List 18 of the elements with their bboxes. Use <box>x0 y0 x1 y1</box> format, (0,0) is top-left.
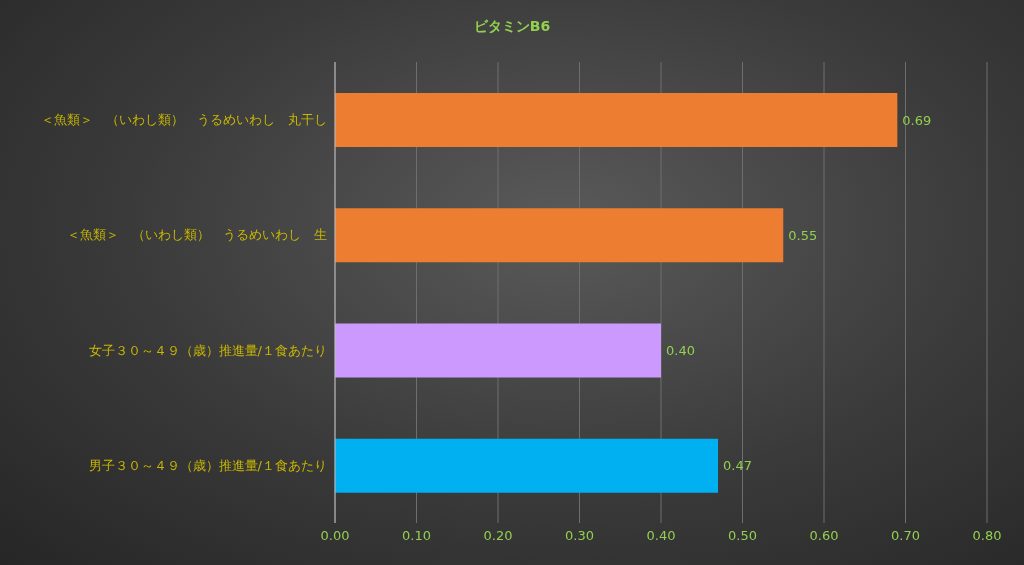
x-tick-label: 0.70 <box>891 528 920 544</box>
x-tick-label: 0.40 <box>646 528 676 544</box>
data-label: 0.40 <box>666 343 695 359</box>
y-tick-label: 男子３０～４９（歳）推進量/１食あたり <box>88 457 327 473</box>
data-label: 0.47 <box>723 458 752 474</box>
x-tick-label: 0.10 <box>402 528 431 544</box>
x-tick-label: 0.20 <box>483 528 513 544</box>
y-tick-label: ＜魚類＞ （いわし類） うるめいわし 丸干し <box>41 112 327 128</box>
x-tick-label: 0.00 <box>320 528 350 544</box>
y-tick-label: 女子３０～４９（歳）推進量/１食あたり <box>88 342 327 358</box>
data-label: 0.55 <box>788 227 818 243</box>
chart-title: ビタミンB6 <box>472 18 552 36</box>
x-tick-label: 0.80 <box>972 528 1002 544</box>
x-tick-label: 0.50 <box>728 528 757 544</box>
y-tick-label: ＜魚類＞ （いわし類） うるめいわし 生 <box>67 227 327 243</box>
data-label: 0.69 <box>902 112 932 128</box>
x-tick-label: 0.30 <box>565 528 594 544</box>
x-tick-label: 0.60 <box>809 528 839 544</box>
